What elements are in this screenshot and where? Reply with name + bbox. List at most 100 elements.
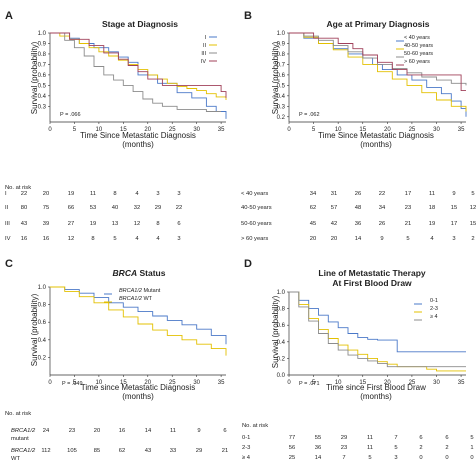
panel-d-x-axis-unit: (months)	[360, 392, 392, 401]
panel-a-risk-row-2-label: III	[5, 221, 10, 227]
panel-c-y-tick-label: 0.6	[38, 320, 47, 326]
panel-a-risk-row-3-value: 16	[43, 236, 49, 242]
panel-d-risk-header: No. at risk	[242, 423, 268, 429]
panel-b-risk-row-3-value: 4	[430, 236, 434, 242]
panel-c-x-tick-label: 25	[169, 380, 176, 386]
panel-a-risk-row-3-label: IV	[5, 236, 11, 242]
panel-c-risk-row-0-value: 24	[43, 428, 50, 434]
panel-c-risk-row-0-value: 11	[170, 428, 176, 434]
panel-a-y-tick-label: 0.5	[38, 83, 47, 89]
panel-a-risk-row-3-value: 12	[68, 236, 74, 242]
panel-a-risk-row-2-value: 39	[43, 221, 49, 227]
panel-d-y-tick-label: 0.2	[277, 356, 286, 362]
panel-a-risk-row-0-value: 19	[68, 191, 74, 197]
panel-b-risk-row-3-value: 20	[310, 236, 316, 242]
panel-d-risk-row-0-value: 6	[445, 435, 448, 441]
panel-b-risk-row-0-value: 22	[379, 191, 385, 197]
panel-c-x-tick-label: 20	[144, 380, 151, 386]
panel-b-x-tick-label: 25	[409, 127, 416, 133]
panel-b-risk-row-1-value: 12	[470, 205, 476, 211]
panel-a-legend-label-1: II	[203, 43, 207, 49]
panel-d-y-tick-label: 0.8	[277, 307, 286, 313]
panel-d-risk-row-2-value: 14	[315, 455, 322, 461]
panel-b-x-tick-label: 0	[287, 127, 291, 133]
panel-a-y-tick-label: 0.6	[38, 73, 47, 79]
panel-a-risk-row-1-value: 80	[21, 205, 27, 211]
panel-b-risk-row-0-value: 34	[310, 191, 317, 197]
panel-b-risk-row-3-label: > 60 years	[241, 236, 268, 242]
panel-c-risk-row-1-value: 43	[145, 448, 151, 454]
panel-d-risk-row-1-value: 36	[315, 445, 321, 451]
panel-d-risk-row-0-value: 6	[419, 435, 422, 441]
panel-d-y-tick-label: 0.0	[277, 373, 286, 379]
panel-a-risk-row-0-value: 3	[156, 191, 159, 197]
panel-a-risk-header: No. at risk	[5, 185, 31, 191]
panel-c-legend-label-0: BRCA1/2 Mutant	[119, 288, 161, 294]
panel-b-letter: B	[244, 10, 252, 22]
panel-b-y-tick-label: 0.3	[277, 104, 286, 110]
panel-d-risk-row-1-value: 2	[445, 445, 448, 451]
panel-a-x-tick-label: 20	[144, 127, 151, 133]
panel-a-risk-row-3-value: 16	[21, 236, 27, 242]
panel-c-risk-row-1-label-part-0: BRCA1/2	[11, 448, 36, 454]
panel-a-risk-row-0-value: 20	[43, 191, 49, 197]
panel-d-risk-row-2-value: 7	[342, 455, 345, 461]
panel-c-title-part-0: BRCA	[113, 268, 138, 278]
panel-c-risk-row-1-value: 62	[119, 448, 125, 454]
panel-b-risk-row-1-value: 18	[429, 205, 435, 211]
panel-c-series-1-curve	[50, 286, 227, 356]
panel-a-x-tick-label: 35	[218, 127, 225, 133]
panel-b-risk-row-2-value: 42	[331, 221, 337, 227]
panel-b-risk-row-2-value: 15	[470, 221, 476, 227]
panel-d-title: Line of Metastatic Therapy	[318, 268, 425, 278]
panel-b-risk-row-3-value: 14	[355, 236, 362, 242]
panel-d-x-tick-label: 15	[359, 380, 366, 386]
panel-b-risk-row-3-value: 3	[452, 236, 455, 242]
panel-b-risk-row-3-value: 20	[331, 236, 337, 242]
panel-a-risk-row-1-value: 29	[155, 205, 161, 211]
panel-a-x-axis-label: Time Since Metastatic Diagnosis	[80, 131, 196, 140]
panel-d-x-tick-label: 10	[335, 380, 342, 386]
panel-b-legend-label-2: 50-60 years	[404, 51, 433, 57]
panel-d-risk-row-0-value: 29	[341, 435, 347, 441]
panel-c-risk-row-0-value: 20	[94, 428, 100, 434]
panel-c-legend-label-1: BRCA1/2 WT	[119, 296, 153, 302]
panel-b-series-2-curve	[289, 32, 467, 86]
panel-d-y-tick-label: 0.6	[277, 323, 286, 329]
panel-c-risk-row-1-label: BRCA1/2	[11, 448, 36, 454]
panel-c-y-tick-label: 0.8	[38, 303, 47, 309]
panel-b-risk-row-1-value: 34	[379, 205, 386, 211]
panel-b-y-axis-label: Survival (probability)	[271, 41, 280, 114]
panel-c-x-tick-label: 5	[73, 380, 77, 386]
panel-b-series-3-curve	[289, 32, 466, 92]
panel-a-y-tick-label: 1.0	[38, 31, 47, 37]
panel-d-p-value: P = .071	[299, 381, 320, 387]
panel-b-risk-row-2-value: 36	[355, 221, 361, 227]
panel-a-risk-row-3-value: 4	[135, 236, 139, 242]
panel-d-x-tick-label: 35	[458, 380, 465, 386]
panel-c-risk-row-1-value: 105	[67, 448, 77, 454]
panel-c-risk-row-0-sublabel: mutant	[11, 436, 29, 442]
panel-b-risk-row-1-value: 57	[331, 205, 337, 211]
panel-c-risk-row-1-sublabel: WT	[11, 456, 20, 461]
panel-a-series-2-curve	[50, 32, 222, 112]
panel-b-risk-row-3-value: 5	[406, 236, 409, 242]
panel-a-risk-row-2-value: 13	[112, 221, 118, 227]
panel-b-risk-row-2-value: 21	[405, 221, 411, 227]
panel-d-x-tick-label: 20	[384, 380, 391, 386]
panel-a-x-axis-unit: (months)	[122, 140, 154, 149]
panel-b-risk-row-3-value: 9	[380, 236, 383, 242]
panel-b-risk-row-0-value: 9	[452, 191, 455, 197]
panel-a-risk-row-2-value: 19	[90, 221, 96, 227]
panel-b-risk-row-0-value: 31	[331, 191, 337, 197]
panel-d-risk-row-0-value: 55	[315, 435, 321, 441]
panel-c-y-tick-label: 0.4	[38, 338, 47, 344]
panel-b-x-tick-label: 35	[458, 127, 465, 133]
panel-b-x-axis-label: Time Since Metastatic Diagnosis	[318, 131, 434, 140]
panel-d-legend-label-0: 0-1	[430, 298, 438, 304]
panel-b-risk-row-0-value: 26	[355, 191, 361, 197]
panel-b-y-tick-label: 0.9	[277, 41, 286, 47]
panel-b-risk-row-2-value: 45	[310, 221, 316, 227]
panel-a-series-0-curve	[50, 32, 227, 119]
panel-b-x-axis-unit: (months)	[360, 140, 392, 149]
